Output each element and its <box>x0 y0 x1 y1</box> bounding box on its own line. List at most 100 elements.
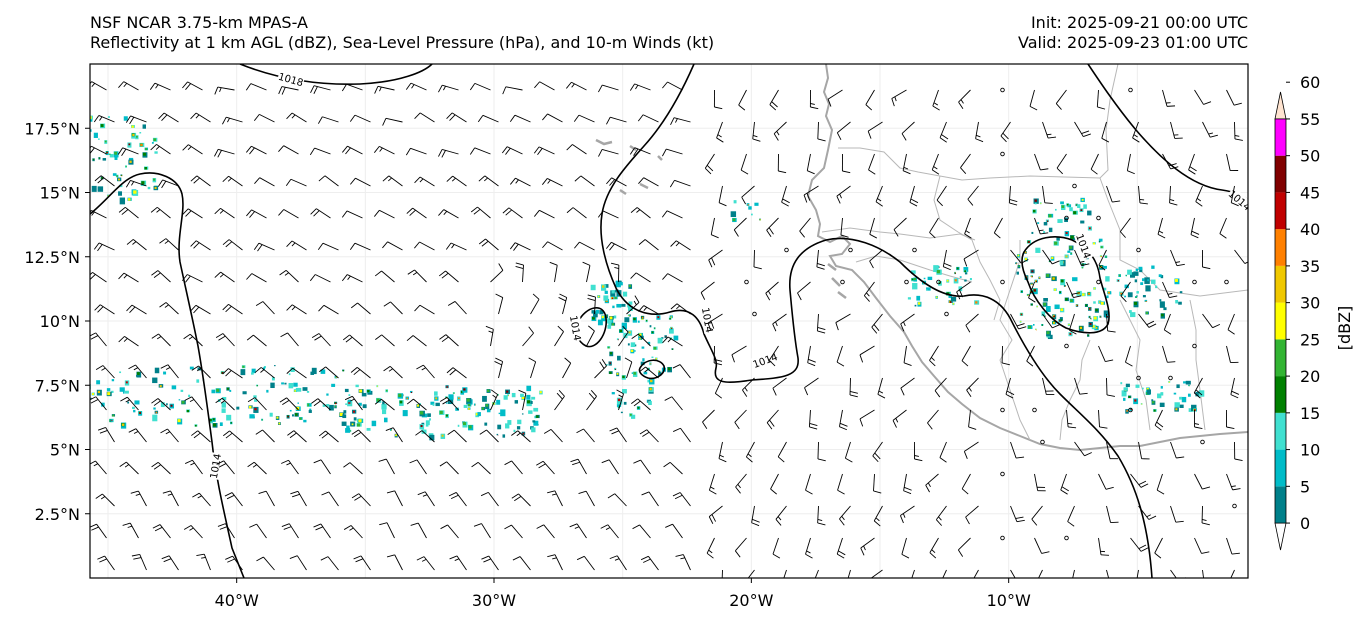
reflectivity-pixel <box>481 407 485 410</box>
wind-barb <box>816 313 826 334</box>
wind-barb <box>669 179 691 188</box>
wind-barb <box>911 569 915 578</box>
wind-barb <box>510 177 531 187</box>
wind-barb <box>586 390 597 411</box>
reflectivity-pixel <box>937 265 940 268</box>
wind-barb <box>708 505 723 524</box>
reflectivity-pixel <box>124 390 129 394</box>
reflectivity-pixel <box>622 291 628 297</box>
colorbar-tick-label: 60 <box>1300 73 1320 92</box>
reflectivity-pixel <box>125 165 127 167</box>
wind-barb <box>968 409 977 430</box>
wind-barb <box>281 459 299 475</box>
wind-barb <box>573 114 595 123</box>
reflectivity-pixel <box>1152 401 1155 404</box>
fields-subtitle: Reflectivity at 1 km AGL (dBZ), Sea-Leve… <box>90 33 715 52</box>
wind-barb <box>126 239 147 251</box>
wind-barb <box>964 217 972 239</box>
wind-barb <box>870 569 883 578</box>
wind-barb <box>860 537 875 556</box>
wind-barb <box>471 461 491 475</box>
reflectivity-pixel <box>628 315 630 316</box>
reflectivity-pixel <box>1060 279 1064 283</box>
wind-barb <box>373 209 395 219</box>
wind-barb <box>638 177 659 187</box>
reflectivity-pixel <box>599 310 604 315</box>
reflectivity-pixel <box>352 410 355 413</box>
isobar-label: 1014 <box>699 307 714 334</box>
reflectivity-pixel <box>297 402 299 404</box>
reflectivity-pixel <box>496 399 501 405</box>
reflectivity-pixel <box>1176 384 1180 389</box>
reflectivity-pixel <box>526 400 531 404</box>
wind-barb-calm <box>1040 439 1045 445</box>
reflectivity-pixel <box>609 352 613 355</box>
reflectivity-pixel <box>511 392 516 398</box>
reflectivity-pixel <box>1179 404 1184 408</box>
wind-barb <box>119 461 139 475</box>
reflectivity-pixel <box>1080 220 1085 224</box>
reflectivity-pixel <box>256 385 258 387</box>
wind-barb-calm <box>752 311 757 317</box>
wind-barb <box>1130 473 1149 488</box>
reflectivity-pixel <box>520 393 524 397</box>
wind-barb <box>319 366 339 379</box>
reflectivity-pixel <box>612 305 615 309</box>
wind-barb <box>817 121 826 142</box>
reflectivity-pixel <box>964 270 967 273</box>
wind-barb <box>536 460 555 475</box>
colorbar-tick-label: 15 <box>1300 404 1320 423</box>
reflectivity-pixel <box>91 185 97 192</box>
reflectivity-pixel <box>83 400 85 402</box>
reflectivity-pixel <box>1129 310 1132 313</box>
reflectivity-pixel <box>1144 277 1150 284</box>
wind-barb <box>1138 505 1157 520</box>
reflectivity-pixel <box>287 415 289 418</box>
reflectivity-pixel <box>1060 308 1064 311</box>
wind-barb <box>713 89 723 110</box>
wind-barb <box>587 294 596 315</box>
reflectivity-pixel <box>1081 199 1084 201</box>
wind-barb <box>745 441 755 463</box>
wind-barb <box>631 333 651 347</box>
reflectivity-pixel <box>410 391 413 394</box>
wind-barb <box>469 147 491 155</box>
reflectivity-pixel <box>1046 220 1049 222</box>
wind-barb <box>738 89 747 111</box>
reflectivity-pixel <box>1048 227 1053 233</box>
wind-barb <box>309 274 331 283</box>
wind-barb <box>473 523 491 539</box>
reflectivity-pixel <box>1015 262 1018 265</box>
reflectivity-pixel <box>615 368 617 370</box>
reflectivity-pixel <box>86 195 88 197</box>
wind-barb <box>670 117 691 126</box>
reflectivity-pixel <box>1138 266 1143 271</box>
reflectivity-pixel <box>135 135 138 138</box>
wind-barb <box>965 505 979 525</box>
reflectivity-pixel <box>402 410 408 417</box>
reflectivity-pixel <box>106 388 111 391</box>
reflectivity-pixel <box>118 178 120 181</box>
reflectivity-pixel <box>653 346 657 350</box>
reflectivity-pixel <box>328 404 334 411</box>
wind-barb <box>342 145 363 155</box>
wind-barb <box>1034 217 1049 235</box>
reflectivity-pixel <box>111 379 115 382</box>
reflectivity-pixel <box>1128 396 1131 398</box>
reflectivity-pixel <box>959 276 962 278</box>
wind-barb <box>716 121 724 143</box>
wind-barb <box>351 429 371 443</box>
wind-barb <box>479 429 499 443</box>
reflectivity-pixel <box>1127 269 1132 275</box>
wind-barb <box>1001 345 1010 366</box>
reflectivity-pixel <box>643 371 648 375</box>
colorbar-tick-label: 20 <box>1300 367 1320 386</box>
reflectivity-pixel <box>1174 402 1180 408</box>
reflectivity-pixel <box>390 428 392 431</box>
wind-barb <box>286 367 307 379</box>
reflectivity-pixel <box>651 331 654 334</box>
reflectivity-pixel <box>112 173 117 176</box>
reflectivity-pixel <box>118 191 123 196</box>
reflectivity-pixel <box>342 414 347 419</box>
wind-barb <box>190 112 211 123</box>
